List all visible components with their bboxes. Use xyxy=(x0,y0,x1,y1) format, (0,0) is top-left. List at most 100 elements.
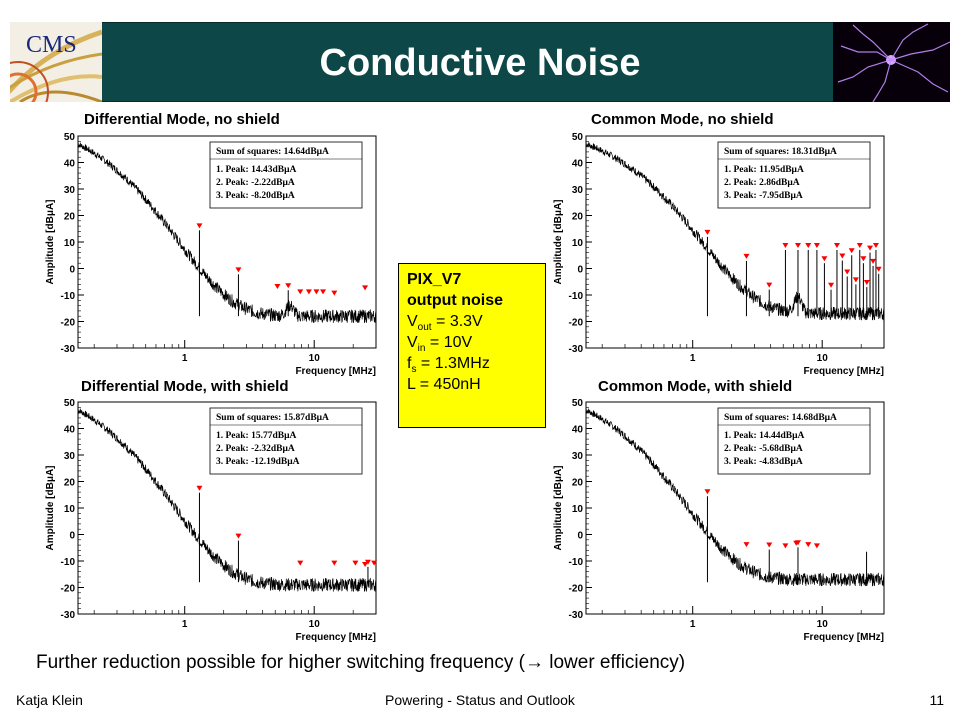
x-axis-label: Frequency [MHz] xyxy=(803,632,884,642)
legend-peak-1: 1. Peak: 14.43dBμA xyxy=(216,165,296,175)
peak-marker xyxy=(331,560,338,566)
y-tick-label: 40 xyxy=(64,159,76,170)
peak-marker xyxy=(875,266,882,272)
peak-marker xyxy=(794,540,801,546)
x-tick-label: 10 xyxy=(817,353,829,364)
legend-peak-2: 2. Peak: 2.86dBμA xyxy=(724,178,800,188)
x-tick-label: 10 xyxy=(309,619,321,630)
panel-title-diff-no-shield: Differential Mode, no shield xyxy=(84,111,280,128)
peak-marker xyxy=(833,242,840,248)
y-tick-label: 10 xyxy=(572,238,584,249)
peak-marker xyxy=(313,289,320,295)
legend-box xyxy=(209,141,363,209)
y-axis-label: Amplitude [dBμA] xyxy=(45,200,56,285)
y-tick-label: 10 xyxy=(572,504,584,515)
peak-marker xyxy=(320,289,327,295)
spectrum-chart-diff-no-shield: -30 -20 -10 0 10 20 30 40 50 1 10 Frequency [MHz] Am… xyxy=(45,132,377,376)
y-tick-label: -10 xyxy=(569,291,584,302)
y-tick-label: 0 xyxy=(69,265,75,276)
info-vin: Vin = 10V xyxy=(407,332,537,355)
legend-peak-3: 3. Peak: -7.95dBμA xyxy=(724,191,803,201)
legend-peak-1: 1. Peak: 11.95dBμA xyxy=(724,165,804,175)
plasma-spark-photo xyxy=(833,22,950,102)
y-axis-label: Amplitude [dBμA] xyxy=(553,200,564,285)
y-tick-label: 30 xyxy=(64,185,76,196)
y-tick-label: -10 xyxy=(61,557,76,568)
peak-marker xyxy=(839,253,846,259)
y-tick-label: 10 xyxy=(64,238,76,249)
y-tick-label: 50 xyxy=(64,132,76,143)
info-vout-subscript: out xyxy=(417,322,432,334)
peak-marker xyxy=(863,280,870,286)
legend-peak-2: 2. Peak: -5.68dBμA xyxy=(724,444,803,454)
noise-spectrum-line xyxy=(77,408,377,592)
x-axis-label: Frequency [MHz] xyxy=(803,366,884,376)
peak-marker xyxy=(794,242,801,248)
legend-box xyxy=(717,141,871,209)
peak-marker xyxy=(813,242,820,248)
legend-box xyxy=(209,407,363,475)
cms-logo: CMS xyxy=(10,22,102,102)
y-tick-label: 50 xyxy=(64,398,76,409)
y-tick-label: 0 xyxy=(577,531,583,542)
x-tick-label: 1 xyxy=(182,353,188,364)
peak-marker xyxy=(297,560,304,566)
x-axis-label: Frequency [MHz] xyxy=(295,632,376,642)
peak-marker xyxy=(867,245,874,251)
peak-marker xyxy=(362,561,369,567)
bottom-note: Further reduction possible for higher sw… xyxy=(36,652,686,673)
info-vin-subscript: in xyxy=(417,343,426,355)
y-tick-label: 40 xyxy=(572,159,584,170)
legend-sum-of-squares: Sum of squares: 15.87dBμA xyxy=(216,413,329,423)
legend-box xyxy=(717,407,871,475)
peak-marker xyxy=(196,485,203,491)
y-tick-label: 50 xyxy=(572,398,584,409)
peak-marker xyxy=(704,489,711,495)
y-axis-label: Amplitude [dBμA] xyxy=(45,466,56,551)
y-axis-label: Amplitude [dBμA] xyxy=(553,466,564,551)
y-tick-label: 20 xyxy=(572,478,584,489)
info-fs-value: = 1.3MHz xyxy=(416,355,490,372)
legend-peak-2: 2. Peak: -2.22dBμA xyxy=(216,178,295,188)
peak-marker xyxy=(766,282,773,288)
footer-author: Katja Klein xyxy=(16,692,83,708)
slide-title: Conductive Noise xyxy=(319,42,641,84)
y-tick-label: 20 xyxy=(64,478,76,489)
info-inductance: L = 450nH xyxy=(407,376,481,393)
peak-marker xyxy=(856,242,863,248)
spectrum-chart-common-with-shield: -30 -20 -10 0 10 20 30 40 50 1 10 Frequency [MHz] Am… xyxy=(553,398,885,642)
peak-marker xyxy=(821,256,828,262)
x-tick-label: 10 xyxy=(309,353,321,364)
x-axis-label: Frequency [MHz] xyxy=(295,366,376,376)
legend-peak-1: 1. Peak: 14.44dBμA xyxy=(724,431,804,441)
peak-marker xyxy=(813,543,820,549)
footer-talk-title: Powering - Status and Outlook xyxy=(385,692,575,708)
peak-marker xyxy=(870,258,877,264)
svg-text:CMS: CMS xyxy=(26,32,77,58)
peak-marker xyxy=(743,542,750,548)
peak-marker xyxy=(704,229,711,235)
legend-peak-3: 3. Peak: -8.20dBμA xyxy=(216,191,295,201)
y-tick-label: -20 xyxy=(569,584,584,595)
legend-sum-of-squares: Sum of squares: 14.64dBμA xyxy=(216,147,329,157)
y-tick-label: 20 xyxy=(64,212,76,223)
y-tick-label: 40 xyxy=(64,425,76,436)
peak-marker xyxy=(782,242,789,248)
info-measurement-type: output noise xyxy=(407,292,503,309)
panel-title-common-with-shield: Common Mode, with shield xyxy=(598,378,793,395)
y-tick-label: 30 xyxy=(572,451,584,462)
y-tick-label: -20 xyxy=(61,318,76,329)
info-vout-symbol: V xyxy=(407,313,418,330)
y-tick-label: -20 xyxy=(569,318,584,329)
y-tick-label: 50 xyxy=(572,132,584,143)
peak-marker xyxy=(305,289,312,295)
x-tick-label: 1 xyxy=(690,353,696,364)
y-tick-label: 20 xyxy=(572,212,584,223)
peak-marker xyxy=(274,284,281,290)
y-tick-label: -20 xyxy=(61,584,76,595)
converter-info-box: PIX_V7 output noise Vout = 3.3V Vin = 10… xyxy=(398,263,546,428)
legend-sum-of-squares: Sum of squares: 18.31dBμA xyxy=(724,147,837,157)
y-tick-label: -30 xyxy=(61,344,76,355)
peak-marker xyxy=(331,290,338,296)
peak-marker xyxy=(848,248,855,254)
